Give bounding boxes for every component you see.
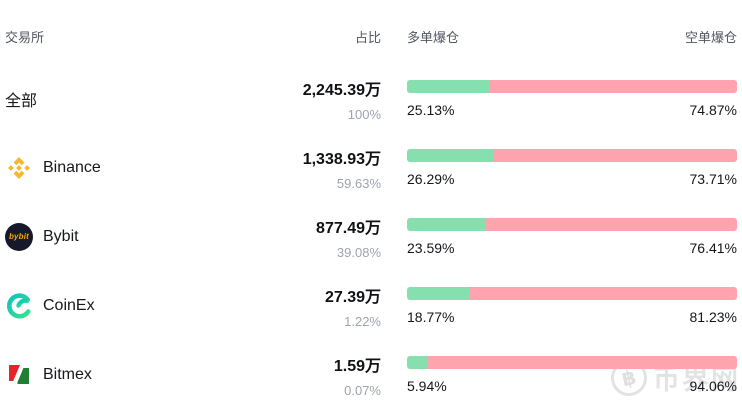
short-bar-segment [468, 286, 737, 300]
short-percent-label: 74.87% [689, 101, 737, 118]
share-percent: 0.07% [344, 382, 381, 398]
long-short-bar-cell: 18.77% 81.23% [407, 286, 737, 325]
share-cell: 1,338.93万 59.63% [155, 145, 381, 191]
coinex-logo [5, 292, 33, 320]
bybit-icon: bybit [5, 222, 33, 251]
bybit-logo: bybit [5, 222, 33, 251]
long-short-bar-cell: 23.59% 76.41% [407, 217, 737, 256]
table-row: Bitmex 1.59万 0.07% 5.94% 94.06% [5, 340, 737, 407]
exchange-name: Bitmex [43, 365, 92, 383]
long-short-ratio-bar[interactable] [407, 148, 737, 162]
short-percent-label: 94.06% [689, 377, 737, 394]
exchange-name: Binance [43, 158, 101, 176]
long-short-bar-cell: 5.94% 94.06% [407, 355, 737, 394]
short-percent-label: 81.23% [689, 308, 737, 325]
long-percent-label: 25.13% [407, 101, 455, 118]
long-bar-segment [407, 355, 427, 369]
short-bar-segment [493, 148, 737, 162]
table-row: 全部 2,245.39万 100% 25.13% 74.87% [5, 64, 737, 133]
long-short-ratio-bar[interactable] [407, 217, 737, 231]
binance-icon [8, 156, 30, 179]
share-cell: 2,245.39万 100% [155, 76, 381, 122]
header-exchange: 交易所 [5, 30, 45, 45]
share-cell: 27.39万 1.22% [155, 283, 381, 329]
exchange-cell: Bitmex [5, 361, 155, 389]
short-bar-segment [426, 355, 737, 369]
bitmex-icon [9, 364, 29, 384]
share-cell: 877.49万 39.08% [155, 214, 381, 260]
long-bar-segment [407, 286, 469, 300]
long-bar-segment [407, 79, 490, 93]
table-row: bybit Bybit 877.49万 39.08% 23.59% 76.41% [5, 202, 737, 271]
short-bar-segment [489, 79, 737, 93]
long-bar-segment [407, 148, 494, 162]
liquidation-amount: 1.59万 [333, 357, 381, 375]
table-row: CoinEx 27.39万 1.22% 18.77% 81.23% [5, 271, 737, 340]
liquidation-amount: 27.39万 [324, 288, 381, 306]
exchange-cell: bybit Bybit [5, 222, 155, 251]
long-short-bar-cell: 25.13% 74.87% [407, 79, 737, 118]
share-percent: 1.22% [344, 313, 381, 329]
exchange-name: Bybit [43, 227, 79, 245]
watermark: ฿ 币界网 [607, 356, 740, 399]
long-bar-segment [407, 217, 485, 231]
long-short-ratio-bar[interactable] [407, 79, 737, 93]
coinex-icon [7, 292, 31, 319]
binance-logo [5, 154, 33, 182]
long-percent-label: 5.94% [407, 377, 447, 394]
exchange-name: CoinEx [43, 296, 95, 314]
long-percent-label: 23.59% [407, 239, 455, 256]
exchange-cell: Binance [5, 154, 155, 182]
short-bar-segment [484, 217, 737, 231]
liquidation-amount: 2,245.39万 [302, 81, 381, 99]
liquidation-amount: 877.49万 [316, 219, 381, 237]
exchange-cell: CoinEx [5, 292, 155, 320]
long-short-ratio-bar[interactable] [407, 286, 737, 300]
exchange-cell: 全部 [5, 87, 155, 111]
bitmex-logo [5, 361, 33, 389]
share-percent: 39.08% [336, 244, 381, 260]
header-share: 占比 [354, 30, 381, 45]
watermark-text: 币界网 [653, 365, 740, 395]
long-short-bar-cell: 26.29% 73.71% [407, 148, 737, 187]
liquidation-amount: 1,338.93万 [302, 150, 381, 168]
exchange-name: 全部 [5, 92, 38, 110]
header-long-liquidation: 多单爆仓 [407, 30, 460, 45]
share-percent: 59.63% [336, 175, 381, 191]
short-percent-label: 73.71% [689, 170, 737, 187]
long-percent-label: 18.77% [407, 308, 455, 325]
short-percent-label: 76.41% [689, 239, 737, 256]
table-row: Binance 1,338.93万 59.63% 26.29% 73.71% [5, 133, 737, 202]
table-body: 全部 2,245.39万 100% 25.13% 74.87% Binance 1,338… [5, 64, 737, 407]
share-cell: 1.59万 0.07% [155, 352, 381, 398]
long-short-ratio-bar[interactable] [407, 355, 737, 369]
share-percent: 100% [347, 106, 381, 122]
header-short-liquidation: 空单爆仓 [684, 30, 737, 45]
long-percent-label: 26.29% [407, 170, 455, 187]
table-header: 交易所 占比 多单爆仓 空单爆仓 [5, 27, 737, 46]
